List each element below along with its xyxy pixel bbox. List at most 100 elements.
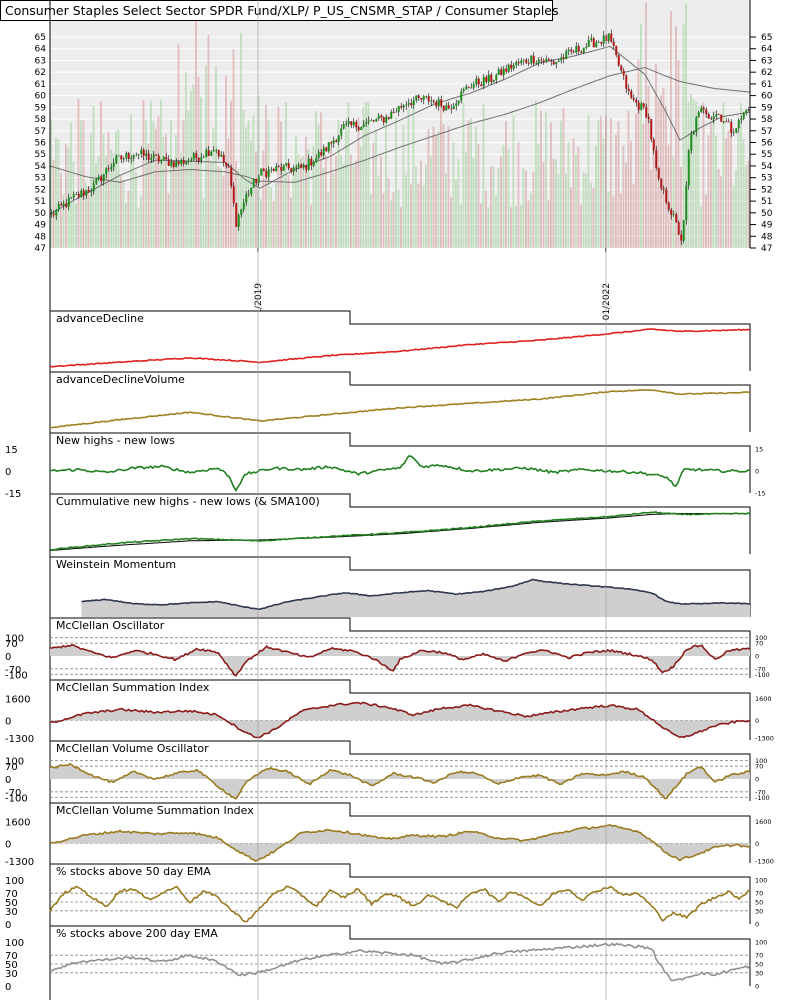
price-ytick-right: 53 (761, 174, 772, 184)
candle-body (217, 149, 220, 157)
price-ytick-right: 60 (761, 92, 773, 102)
candle-body (542, 60, 545, 63)
volume-bar (745, 164, 747, 248)
volume-bar (380, 156, 382, 248)
price-ytick-left: 65 (35, 33, 46, 43)
volume-bar (340, 154, 342, 248)
candle-body (650, 119, 653, 140)
volume-bar (85, 182, 87, 248)
candle-body (252, 178, 255, 188)
volume-bar (500, 156, 502, 248)
volume-bar (370, 194, 372, 248)
volume-bar (320, 112, 322, 249)
indicator-panel-advancedeclinevolume: advanceDeclineVolume (49, 371, 751, 432)
candle-body (82, 190, 85, 196)
volume-bar (222, 175, 225, 248)
candle-body (467, 86, 470, 88)
volume-bar (330, 148, 332, 248)
candle-body (522, 59, 525, 61)
price-ytick-left: 61 (35, 80, 46, 90)
price-ytick-right: 62 (761, 68, 772, 78)
candle-body (100, 176, 103, 182)
volume-bar (427, 128, 430, 248)
volume-bar (637, 59, 640, 248)
candle-body (262, 168, 265, 172)
candle-body (495, 74, 498, 80)
volume-bar (257, 95, 260, 248)
volume-bar (710, 121, 712, 248)
panel-ytick-right: 15 (755, 446, 763, 454)
volume-bar (707, 135, 710, 248)
candle-body (585, 46, 588, 48)
candle-body (267, 169, 270, 177)
volume-bar (622, 145, 625, 248)
panel-ytick-right: 100 (755, 877, 767, 885)
volume-bar (600, 116, 602, 249)
candle-body (372, 120, 375, 122)
panel-title-bg (50, 741, 350, 754)
volume-bar (187, 110, 190, 248)
candle-body (127, 153, 130, 159)
panel-ytick-left: 1600 (5, 818, 30, 829)
volume-bar (492, 165, 495, 248)
volume-bar (285, 102, 287, 248)
candle-body (720, 114, 723, 122)
volume-bar (315, 111, 317, 249)
candle-body (520, 60, 523, 64)
candle-body (610, 33, 613, 42)
candle-body (480, 84, 483, 87)
volume-bar (525, 170, 527, 248)
volume-bar (232, 48, 235, 248)
candle-body (395, 111, 398, 113)
candle-body (270, 168, 273, 170)
volume-bar (375, 129, 377, 248)
panel-ytick-right: -70 (755, 788, 766, 796)
candle-body (177, 161, 180, 165)
volume-bar (702, 102, 705, 248)
candle-body (422, 96, 425, 100)
candle-body (500, 69, 503, 76)
panel-frame (49, 432, 751, 493)
volume-bar (512, 115, 515, 249)
candle-body (247, 193, 250, 195)
volume-bar (405, 175, 407, 248)
candle-body (245, 194, 248, 203)
candle-body (80, 190, 83, 197)
volume-bar (672, 156, 675, 248)
candle-body (390, 111, 393, 119)
volume-bar (475, 126, 477, 248)
price-ytick-left: 49 (35, 221, 47, 231)
volume-bar (742, 139, 745, 248)
candle-body (240, 209, 243, 215)
panel-ytick-left: 100 (5, 938, 24, 949)
candle-body (382, 117, 385, 123)
volume-bar (282, 169, 285, 248)
volume-bar (430, 155, 432, 248)
panel-title: Weinstein Momentum (56, 558, 176, 571)
panel-title-bg (50, 680, 350, 693)
volume-bar (180, 153, 182, 248)
candle-body (645, 107, 648, 118)
panel-ytick-left: 0 (5, 652, 11, 663)
candle-body (747, 109, 750, 111)
volume-bar (62, 195, 65, 248)
candle-body (490, 74, 493, 82)
candle-body (277, 166, 280, 168)
volume-bar (255, 151, 257, 248)
indicator-sma-line (49, 513, 750, 551)
candle-body (65, 203, 68, 207)
panel-frame (49, 556, 751, 617)
candle-body (202, 157, 205, 158)
candle-body (512, 65, 515, 69)
volume-bar (155, 128, 157, 248)
candle-body (280, 166, 283, 171)
panel-ytick-left: 70 (5, 889, 18, 900)
candle-body (607, 33, 610, 42)
volume-bar (207, 35, 210, 248)
volume-bar (480, 203, 482, 248)
price-ytick-right: 61 (761, 80, 772, 90)
candle-body (285, 163, 288, 166)
panel-title: New highs - new lows (56, 434, 175, 447)
volume-bar (517, 142, 520, 248)
